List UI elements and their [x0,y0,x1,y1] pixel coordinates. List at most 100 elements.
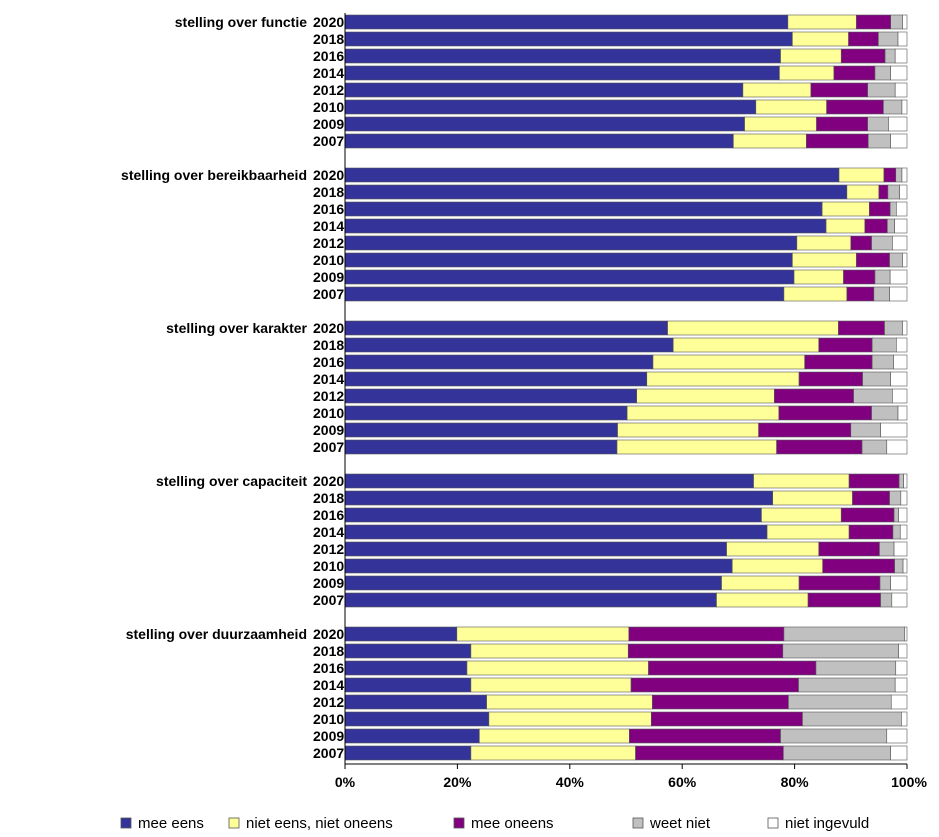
bar-segment-weet-niet [878,31,899,47]
bar-segment-weet-niet [873,286,890,302]
bar-row: stelling over bereikbaarheid 2020 [121,167,908,183]
bar-segment-mee-eens [344,337,674,353]
bar-segment-weet-niet [782,643,899,659]
legend-label: niet ingevuld [785,815,869,832]
bar-segment-mee-oneens [807,592,881,608]
year-label: 2012 [313,388,344,404]
year-label: 2009 [313,116,344,132]
bar-segment-niet-ingevuld [899,184,908,200]
bar-segment-mee-eens [344,745,472,761]
bar-segment-weet-niet [893,507,899,523]
x-tick-label: 80% [781,774,810,790]
bar-segment-niet-ingevuld [901,167,908,183]
bar-segment-mee-eens [344,133,734,149]
bar-row: 2018 [313,31,908,47]
year-label: 2009 [313,575,344,591]
group-title: stelling over karakter [166,320,307,336]
year-label: 2009 [313,269,344,285]
bar-segment-mee-eens [344,31,793,47]
bar-segment-niet-eens [780,48,842,64]
bar-segment-niet-eens [470,643,629,659]
year-label: 2014 [313,524,344,540]
bar-segment-mee-eens [344,269,795,285]
bar-segment-niet-ingevuld [894,218,908,234]
bar-segment-mee-oneens [798,575,881,591]
legend: mee eens niet eens, niet oneens mee oneens… [120,815,869,832]
bar-row: 2018 [313,490,908,506]
bar-segment-mee-eens [344,592,717,608]
bar-segment-weet-niet [895,167,903,183]
bar-segment-niet-ingevuld [892,388,908,404]
bar-segment-mee-eens [344,728,480,744]
group-4: stelling over duurzaamheid 20202018201620… [126,626,908,761]
bar-segment-weet-niet [883,99,903,115]
bar-segment-mee-eens [344,320,668,336]
bar-row: 2012 [313,235,908,251]
bar-row: 2009 [313,728,908,744]
bar-segment-niet-eens [821,201,870,217]
bar-segment-mee-oneens [806,133,869,149]
bar-row: 2010 [313,405,908,421]
bar-segment-niet-ingevuld [904,626,908,642]
bar-segment-niet-ingevuld [902,558,908,574]
bar-segment-niet-eens [742,82,812,98]
bar-segment-niet-eens [488,711,652,727]
bar-segment-niet-ingevuld [894,677,908,693]
bar-segment-mee-eens [344,490,773,506]
bar-segment-niet-ingevuld [889,286,908,302]
bar-segment-niet-eens [626,405,780,421]
group-title: stelling over capaciteit [156,473,307,489]
bar-segment-mee-eens [344,524,768,540]
legend-label: weet niet [649,815,711,832]
bar-row: 2016 [313,660,908,676]
year-label: 2012 [313,541,344,557]
year-label: 2016 [313,48,344,64]
bar-segment-weet-niet [892,524,901,540]
bar-segment-mee-oneens [776,439,863,455]
bar-segment-weet-niet [867,133,891,149]
year-label: 2020 [313,473,344,489]
bar-segment-niet-eens [636,388,775,404]
year-label: 2016 [313,507,344,523]
bar-segment-mee-eens [344,116,745,132]
bar-segment-niet-eens [772,490,853,506]
legend-item-mee-eens: mee eens [120,815,204,832]
year-label: 2018 [313,31,344,47]
year-label: 2014 [313,218,344,234]
bar-segment-weet-niet [788,694,892,710]
bar-row: 2014 [313,371,908,387]
bar-segment-niet-ingevuld [888,116,908,132]
bar-segment-weet-niet [884,48,896,64]
bar-segment-weet-niet [890,14,903,30]
bar-segment-niet-ingevuld [890,575,908,591]
bar-segment-niet-eens [646,371,800,387]
bar-segment-niet-ingevuld [890,745,908,761]
year-label: 2007 [313,286,344,302]
bar-segment-mee-eens [344,388,637,404]
bar-row: 2012 [313,541,908,557]
bar-segment-mee-oneens [856,14,891,30]
bar-segment-niet-ingevuld [890,371,908,387]
legend-label: niet eens, niet oneens [246,815,393,832]
bar-segment-niet-eens [744,116,817,132]
bar-segment-weet-niet [853,388,893,404]
bar-row: 2018 [313,184,908,200]
bar-segment-weet-niet [889,490,902,506]
bar-segment-mee-eens [344,558,733,574]
bar-segment-niet-ingevuld [897,31,908,47]
group-3: stelling over capaciteit 2020201820162014… [156,473,908,608]
bar-segment-mee-eens [344,473,754,489]
bar-segment-mee-oneens [840,507,895,523]
bar-segment-weet-niet [874,269,891,285]
year-label: 2016 [313,201,344,217]
bar-segment-mee-eens [344,82,744,98]
year-label: 2018 [313,337,344,353]
bar-row: 2009 [313,422,908,438]
year-label: 2016 [313,660,344,676]
bar-segment-niet-eens [753,473,850,489]
bar-segment-niet-eens [456,626,630,642]
year-label: 2020 [313,320,344,336]
bar-row: 2007 [313,286,908,302]
bar-segment-weet-niet [815,660,897,676]
